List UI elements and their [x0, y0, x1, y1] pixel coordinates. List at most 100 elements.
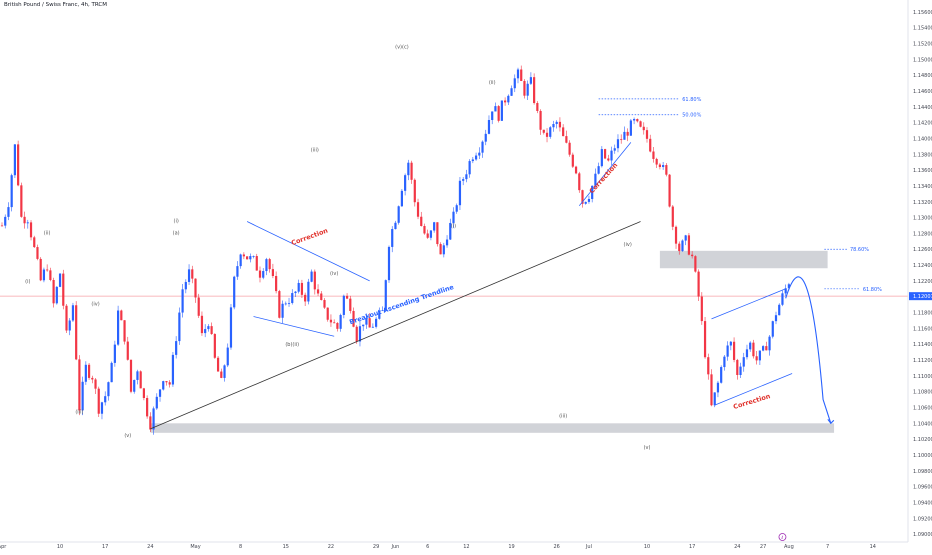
price-tick-label: 1.09200	[913, 516, 932, 522]
price-tick-label: 1.14600	[913, 89, 932, 95]
candle-body	[255, 256, 258, 271]
wave-label: (b)(ii)	[285, 342, 299, 348]
candle-body	[562, 127, 565, 137]
candle-body	[500, 100, 503, 121]
candle-body	[726, 345, 729, 357]
candle-body	[449, 222, 452, 240]
projection-arrowhead	[827, 418, 835, 425]
candle-body	[723, 356, 726, 368]
wave-label: (v)	[124, 433, 131, 439]
candle-body	[678, 243, 681, 252]
time-tick-label: 10	[57, 544, 63, 550]
candle-body	[126, 341, 129, 360]
candle-body	[149, 416, 152, 430]
fib-level-label: 61.80%	[863, 287, 882, 293]
candle-body	[549, 127, 552, 137]
candle-body	[29, 222, 33, 238]
time-tick-label: 15	[283, 544, 289, 550]
fib-level-label: 61.80%	[682, 97, 701, 103]
candle-body	[491, 111, 494, 120]
candle-body	[371, 326, 374, 328]
candle-body	[336, 322, 339, 329]
candle-body	[610, 150, 613, 161]
price-axis[interactable]: 1.15600 1.15400 1.15200 1.15000 1.14800 1.146…	[907, 0, 932, 542]
candle-body	[668, 174, 671, 207]
candle-body	[768, 336, 771, 351]
candle-body	[497, 106, 500, 121]
candle-body	[665, 165, 668, 175]
time-tick-label: Jul	[585, 544, 592, 550]
time-tick-label: 14	[870, 544, 876, 550]
correction-line	[578, 142, 632, 206]
candle-body	[758, 350, 761, 361]
price-tick-label: 1.14400	[913, 105, 932, 111]
time-tick-label: 26	[554, 544, 560, 550]
candle-body	[387, 246, 391, 281]
candle-body	[352, 310, 355, 327]
candlesticks	[0, 65, 790, 435]
candle-body	[762, 346, 765, 351]
resistance-zone	[659, 250, 828, 269]
time-tick-label: 6	[426, 544, 429, 550]
candle-body	[7, 207, 10, 217]
candle-body	[707, 357, 710, 375]
price-tick-label: 1.10600	[913, 405, 932, 411]
candle-body	[100, 402, 104, 414]
candle-body	[445, 239, 449, 246]
time-axis[interactable]: Apr 10 17 24 May 8 15 22 29 Jun 6 12 19 26 Jul 10 17 24 27…	[0, 541, 908, 550]
candle-body	[552, 124, 555, 128]
candle-body	[278, 291, 281, 318]
candle-body	[565, 136, 568, 143]
candle-body	[594, 173, 597, 186]
candle-body	[120, 310, 123, 321]
time-tick-label: Apr	[0, 544, 7, 550]
candle-body	[710, 374, 713, 406]
candle-body	[474, 155, 478, 160]
candle-body	[771, 321, 774, 337]
candle-body	[404, 175, 407, 191]
candle-body	[687, 235, 691, 255]
symbol-title: British Pound / Swiss Franc, 4h, TRCM	[4, 2, 108, 8]
candle-body	[542, 129, 545, 133]
candle-body	[397, 206, 400, 223]
candle-body	[239, 254, 242, 267]
candle-body	[452, 211, 455, 223]
candle-body	[655, 158, 658, 165]
wave-label: (a)	[173, 230, 180, 236]
candle-body	[210, 326, 213, 335]
price-tick-label: 1.09800	[913, 469, 932, 475]
candle-body	[242, 254, 245, 257]
candle-body	[304, 294, 307, 302]
candle-body	[442, 245, 445, 255]
candle-body	[694, 256, 697, 272]
candle-body	[13, 144, 16, 176]
candle-body	[94, 379, 97, 389]
candle-body	[529, 77, 532, 84]
wave-label: (v)	[644, 445, 651, 451]
time-tick-label: 8	[239, 544, 242, 550]
candle-body	[629, 120, 632, 136]
candle-body	[633, 119, 636, 121]
candle-body	[413, 179, 416, 203]
candle-body	[600, 149, 603, 167]
candle-body	[426, 233, 429, 238]
candle-body	[216, 357, 220, 372]
candle-body	[439, 244, 442, 255]
candle-body	[558, 121, 562, 128]
wave-label: (ii)	[489, 80, 496, 86]
fib-level-label: 50.00%	[682, 113, 701, 119]
ascending-trendline	[150, 221, 641, 430]
current-price-badge	[909, 292, 932, 301]
candle-body	[271, 269, 274, 276]
wave-label: (iv)	[624, 242, 632, 248]
candle-body	[616, 139, 620, 149]
price-tick-label: 1.14800	[913, 73, 932, 79]
price-tick-label: 1.13200	[913, 200, 932, 206]
candle-body	[146, 398, 149, 417]
chart-drawings: Breakout Ascending Trendline Correction Co…	[150, 97, 882, 541]
price-tick-label: 1.13000	[913, 216, 932, 222]
candle-body	[275, 275, 278, 292]
candle-body	[197, 297, 200, 316]
